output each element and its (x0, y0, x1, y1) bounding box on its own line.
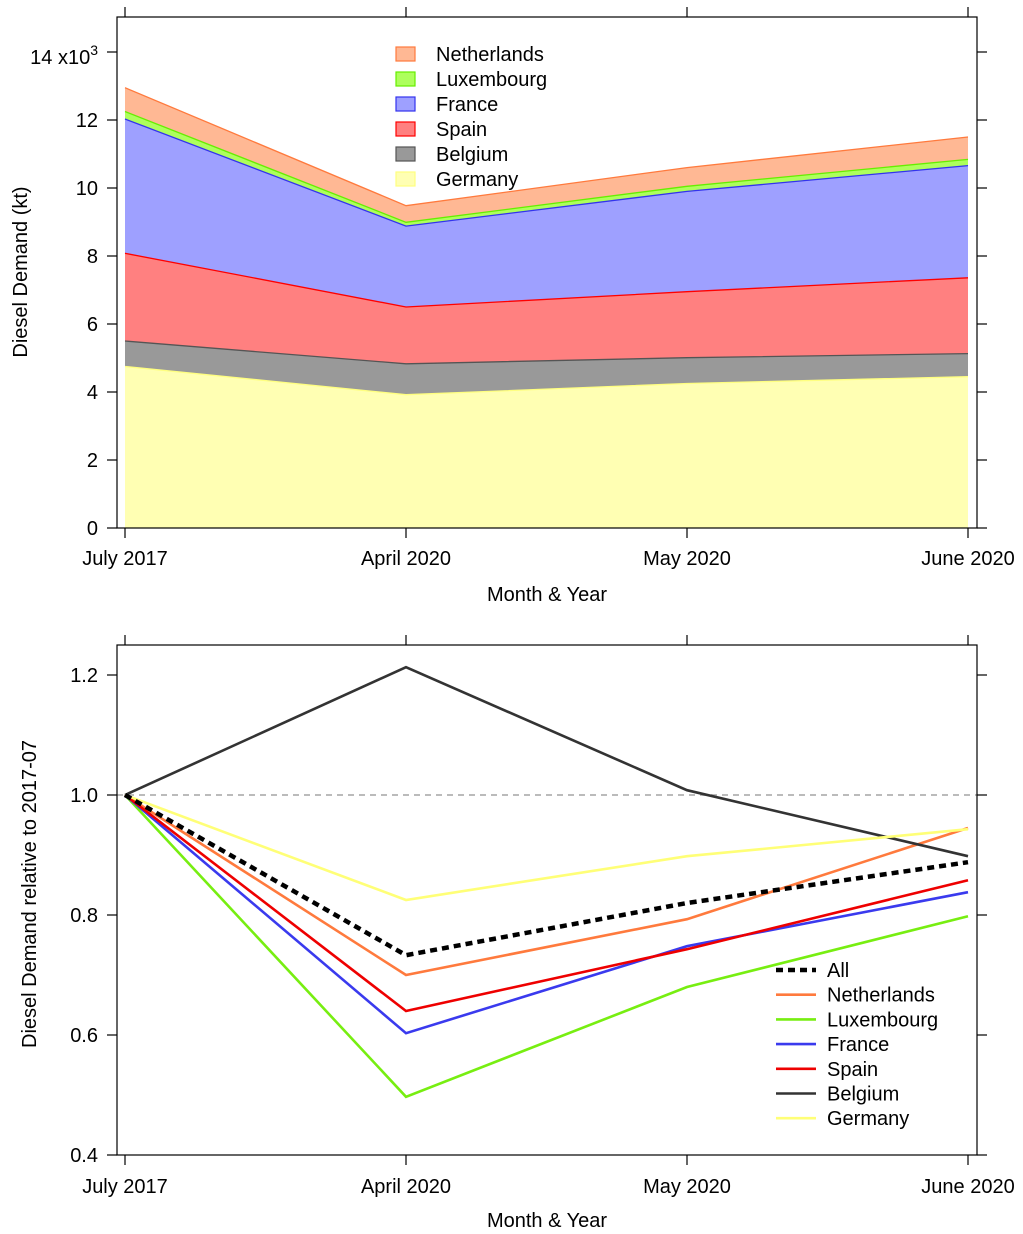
area-germany (125, 366, 968, 528)
area-spain (125, 253, 968, 364)
legend-swatch-belgium (395, 146, 416, 162)
legend-swatch-germany (395, 171, 416, 187)
y-scale-label: 14 x103 (30, 42, 98, 69)
series-line-netherlands (124, 793, 969, 977)
area-edge-germany (124, 365, 969, 396)
y-tick-label: 0.6 (70, 1025, 98, 1047)
x-tick-label: June 2020 (921, 548, 1014, 570)
legend-label-spain: Spain (827, 1059, 878, 1081)
legend-label-belgium: Belgium (827, 1084, 899, 1106)
series-line-spain (124, 793, 969, 1013)
series-line-belgium (124, 665, 969, 858)
x-tick-label: July 2017 (82, 548, 168, 570)
y-tick-label: 12 (76, 110, 98, 132)
series-line-all (123, 793, 969, 958)
area-edge-spain (124, 252, 969, 308)
legend-swatch-netherlands (395, 46, 416, 62)
x-tick-label: April 2020 (361, 548, 451, 570)
stacked-area-chart: 0 2 4 6 8 10 12 July 2017 April 2020 May 2020 June… (10, 7, 1015, 606)
y-axis-title: Diesel Demand (kt) (10, 186, 32, 357)
legend-label-luxembourg: Luxembourg (436, 69, 547, 91)
area-edge-france (124, 118, 969, 227)
legend-swatch-luxembourg (395, 71, 416, 87)
legend: Netherlands Luxembourg France Spain Belgium G… (395, 44, 547, 191)
y-tick-label: 0.8 (70, 905, 98, 927)
axes-layer: 0 2 4 6 8 10 12 July 2017 April 2020 May 2020 June… (76, 7, 1015, 570)
series-line-germany (124, 793, 969, 902)
y-tick-label: 0.4 (70, 1145, 98, 1167)
y-tick-label: 1.2 (70, 665, 98, 687)
series-line-luxembourg (124, 794, 969, 1099)
legend-label-germany: Germany (436, 169, 518, 191)
area-luxembourg (125, 111, 968, 227)
x-tick-label: July 2017 (82, 1176, 168, 1198)
x-tick-label: April 2020 (361, 1176, 451, 1198)
x-axis-title: Month & Year (487, 1210, 607, 1232)
area-edge-luxembourg (124, 110, 969, 223)
legend-label-spain: Spain (436, 119, 487, 141)
x-axis-title: Month & Year (487, 584, 607, 606)
legend-label-france: France (436, 94, 498, 116)
y-tick-label: 0 (87, 518, 98, 540)
legend-label-netherlands: Netherlands (827, 985, 935, 1007)
y-tick-label: 10 (76, 178, 98, 200)
area-france (125, 119, 968, 307)
line-layer (123, 665, 969, 1099)
legend-label-all: All (827, 960, 849, 982)
area-layer (124, 87, 969, 528)
legend-label-france: France (827, 1034, 889, 1056)
x-tick-label: May 2020 (643, 548, 731, 570)
plot-frame (116, 16, 978, 529)
axes-layer: 0.4 0.6 0.8 1.0 1.2 July 2017 April 2020 May 20… (70, 635, 1015, 1198)
relative-line-chart: 0.4 0.6 0.8 1.0 1.2 July 2017 April 2020 May 20… (19, 635, 1015, 1232)
legend-label-luxembourg: Luxembourg (827, 1009, 938, 1031)
y-tick-label: 8 (87, 246, 98, 268)
legend-swatch-spain (395, 121, 416, 137)
y-tick-label: 6 (87, 314, 98, 336)
series-line-france (124, 794, 969, 1035)
legend-label-germany: Germany (827, 1108, 909, 1130)
y-tick-label: 2 (87, 450, 98, 472)
x-tick-label: May 2020 (643, 1176, 731, 1198)
legend-label-netherlands: Netherlands (436, 44, 544, 66)
legend-label-belgium: Belgium (436, 144, 508, 166)
area-netherlands (125, 87, 968, 223)
legend-swatch-france (395, 96, 416, 112)
y-tick-label: 1.0 (70, 785, 98, 807)
y-axis-title: Diesel Demand relative to 2017-07 (19, 740, 41, 1048)
x-tick-label: June 2020 (921, 1176, 1014, 1198)
area-edge-belgium (124, 340, 969, 365)
y-tick-label: 4 (87, 382, 98, 404)
area-edge-netherlands (124, 87, 969, 207)
plot-frame (116, 644, 978, 1156)
